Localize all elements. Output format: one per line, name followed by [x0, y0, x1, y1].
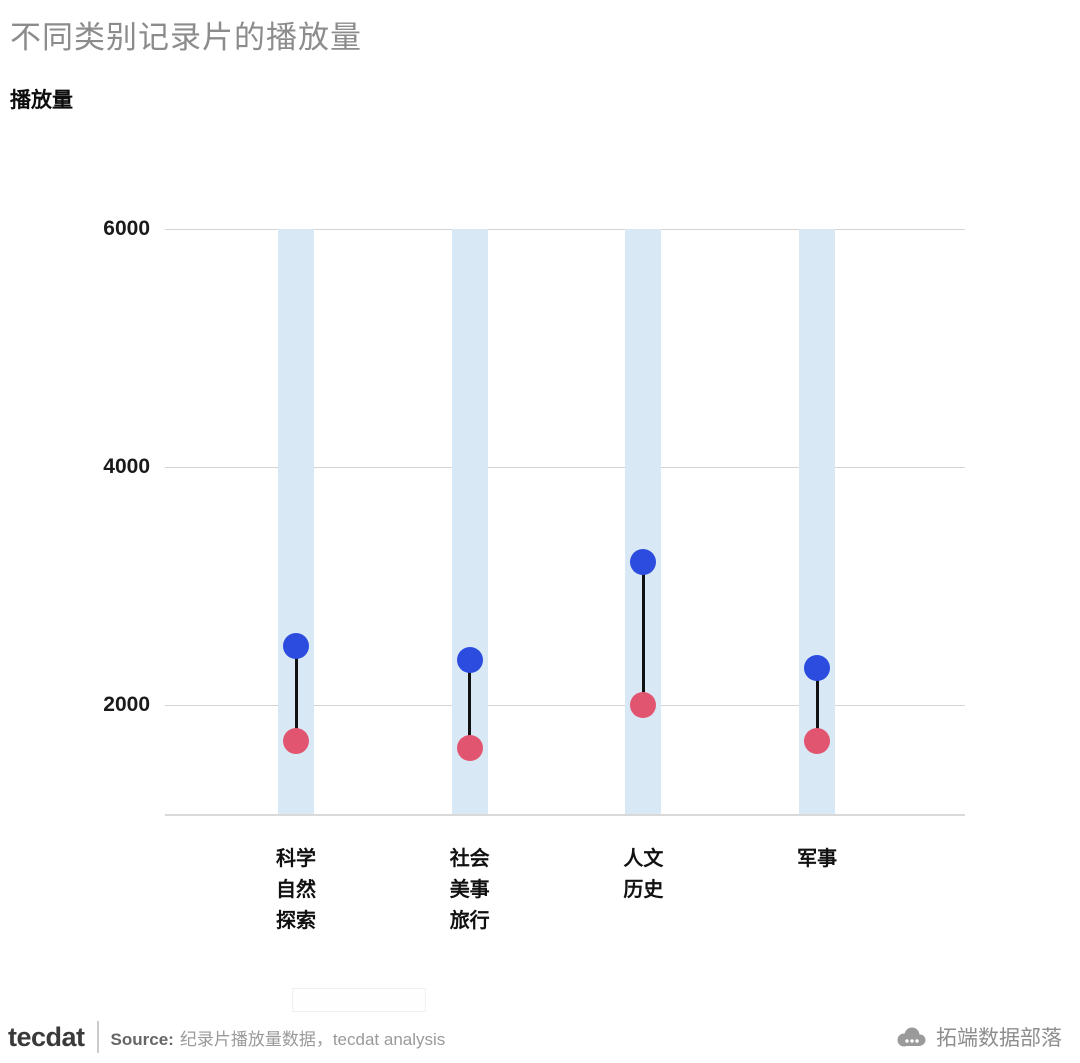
category-label-line: 美事 — [449, 879, 490, 901]
category-band — [625, 229, 662, 815]
category-label: 科学 自然 探索 — [226, 844, 366, 937]
source-text: 纪录片播放量数据，tecdat analysis — [179, 1029, 446, 1049]
category-label: 军事 — [747, 844, 887, 875]
watermark-text: 拓端数据部落 — [936, 1027, 1062, 1050]
gridline — [165, 705, 965, 707]
x-axis-labels: 科学 自然 探索 社会 美事 旅行 人文 历史 军事 — [165, 844, 965, 964]
source-line: Source: 纪录片播放量数据，tecdat analysis — [111, 1025, 446, 1050]
category-label: 人文 历史 — [573, 844, 713, 906]
dumbbell-connector — [468, 659, 472, 748]
chart-title: 不同类别记录片的播放量 — [10, 20, 362, 55]
pink-dot — [456, 734, 483, 761]
y-axis-title: 播放量 — [10, 89, 73, 112]
y-axis-labels: 2000 4000 6000 — [0, 217, 150, 815]
watermark: 拓端数据部落 — [893, 1022, 1062, 1052]
footer-divider — [96, 1021, 99, 1053]
y-tick-label: 4000 — [103, 455, 150, 479]
y-tick-label: 6000 — [103, 217, 150, 240]
category-label-line: 科学 — [276, 848, 316, 870]
blue-dot — [456, 646, 483, 673]
category-label-line: 探索 — [276, 910, 316, 932]
category-label-line: 社会 — [449, 848, 490, 870]
artifact-box — [292, 988, 426, 1012]
pink-dot — [804, 727, 831, 754]
category-label-line: 人文 — [623, 848, 664, 870]
category-label-line: 自然 — [276, 879, 316, 901]
pink-dot — [283, 727, 309, 754]
plot-area — [165, 229, 965, 816]
category-label-line: 军事 — [797, 848, 838, 870]
blue-dot — [283, 632, 309, 659]
footer: tecdat Source: 纪录片播放量数据，tecdat analysis — [8, 1016, 445, 1058]
gridline — [165, 467, 965, 469]
category-label-line: 旅行 — [449, 910, 490, 932]
dumbbell-connector — [294, 645, 298, 741]
dumbbell-connector — [641, 562, 645, 706]
source-label: Source: — [110, 1029, 174, 1049]
x-axis-line — [165, 814, 965, 816]
blue-dot — [630, 549, 657, 576]
category-label: 社会 美事 旅行 — [400, 844, 540, 937]
blue-dot — [804, 655, 831, 682]
y-tick-label: 2000 — [103, 693, 150, 717]
dumbbell-connector — [815, 668, 819, 741]
tecdat-logo: tecdat — [8, 1021, 85, 1052]
gridline — [165, 229, 965, 230]
pink-dot — [630, 692, 657, 719]
cloud-logo-icon — [897, 1027, 926, 1046]
category-label-line: 历史 — [623, 879, 664, 901]
